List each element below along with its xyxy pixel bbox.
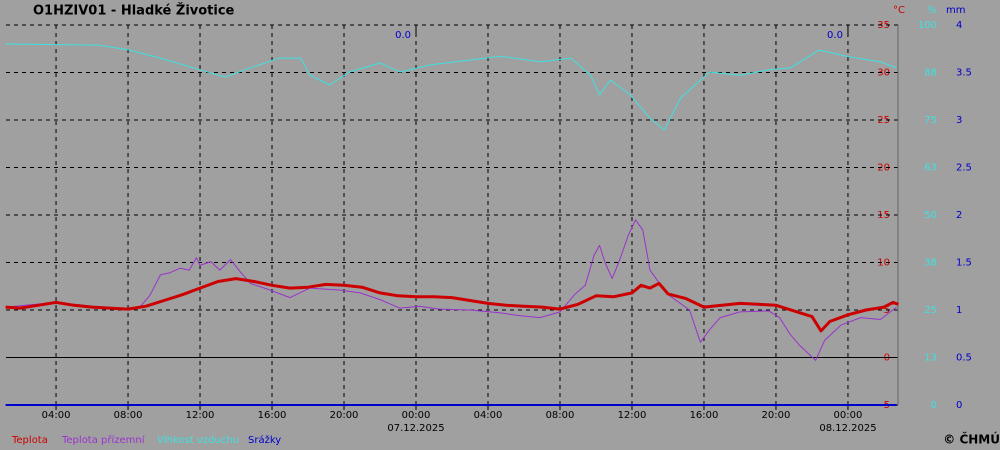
y-unit: °C <box>893 5 905 16</box>
series-line <box>5 43 897 131</box>
y2-tick-label: 25 <box>924 305 937 316</box>
x-date-label: 08.12.2025 <box>819 423 876 434</box>
x-tick-label: 00:00 <box>834 410 863 421</box>
y3-tick-label: 3 <box>956 115 962 126</box>
annotation: 0.0 <box>395 30 411 41</box>
x-tick-label: 08:00 <box>546 410 575 421</box>
y2-tick-label: 38 <box>924 258 937 269</box>
y-tick-label: 25 <box>877 115 890 126</box>
copyright: © ČHMÚ <box>943 432 1000 447</box>
annotation: 0.0 <box>827 30 843 41</box>
y3-unit: mm <box>946 5 965 16</box>
x-tick-label: 16:00 <box>258 410 287 421</box>
y3-tick-label: 2.5 <box>956 163 972 174</box>
x-tick-label: 16:00 <box>690 410 719 421</box>
y2-tick-label: 100 <box>918 20 937 31</box>
legend-entry: Teplota <box>11 435 48 446</box>
y2-tick-label: 0 <box>931 400 937 411</box>
y2-tick-label: 50 <box>924 210 937 221</box>
y2-tick-label: 13 <box>924 353 937 364</box>
y3-tick-label: 0 <box>956 400 962 411</box>
series-line <box>5 219 897 361</box>
x-tick-label: 08:00 <box>114 410 143 421</box>
x-tick-label: 04:00 <box>474 410 503 421</box>
legend-entry: Teplota přízemní <box>61 434 146 446</box>
y2-tick-label: 75 <box>924 115 937 126</box>
y-tick-label: 35 <box>877 20 890 31</box>
x-tick-label: 20:00 <box>330 410 359 421</box>
y3-tick-label: 1 <box>956 305 962 316</box>
y-tick-label: 15 <box>877 210 890 221</box>
legend-entry: Srážky <box>248 434 281 446</box>
y-tick-label: 10 <box>877 258 890 269</box>
y-tick-label: 20 <box>877 163 890 174</box>
chart-title: O1HZIV01 - Hladké Životice <box>33 3 235 19</box>
series-line <box>5 277 899 333</box>
x-date-label: 07.12.2025 <box>387 423 444 434</box>
x-tick-label: 20:00 <box>762 410 791 421</box>
y2-unit: % <box>927 5 937 16</box>
y2-tick-label: 63 <box>924 163 937 174</box>
x-tick-label: 04:00 <box>42 410 71 421</box>
x-tick-label: 12:00 <box>618 410 647 421</box>
y3-tick-label: 4 <box>956 20 962 31</box>
x-tick-label: 12:00 <box>186 410 215 421</box>
y3-tick-label: 1.5 <box>956 258 972 269</box>
y-tick-label: 30 <box>877 68 890 79</box>
y3-tick-label: 2 <box>956 210 962 221</box>
y3-tick-label: 0.5 <box>956 353 972 364</box>
y3-tick-label: 3.5 <box>956 68 972 79</box>
x-tick-label: 00:00 <box>402 410 431 421</box>
y2-tick-label: 88 <box>924 68 937 79</box>
legend-entry: Vlhkost vzduchu <box>157 435 239 446</box>
